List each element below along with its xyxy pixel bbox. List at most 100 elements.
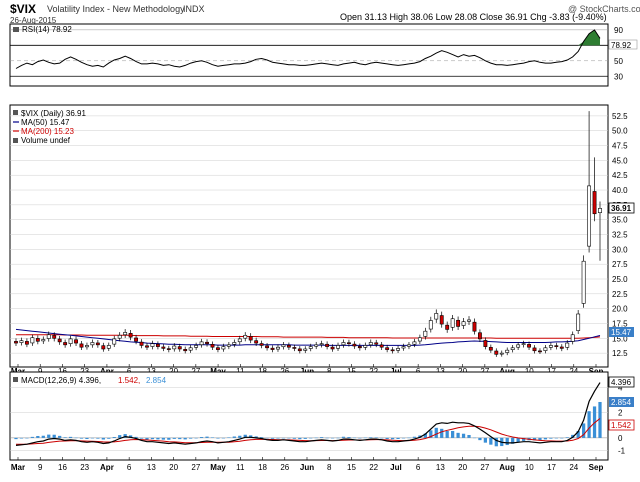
histogram-bar [303,437,307,439]
candle-body [445,324,450,330]
candle-body [336,345,340,349]
rsi-tick-label: 30 [614,72,623,81]
candle-body [494,350,499,355]
candle-body [106,345,111,349]
x-tick-label: Jun [300,463,314,472]
histogram-bar [587,411,591,438]
x-tick-label: 22 [369,463,378,472]
histogram-bar [451,430,455,438]
macd-tick-label: 2 [618,409,623,418]
histogram-bar [210,437,215,438]
histogram-bar [221,437,226,439]
histogram-bar [560,437,564,439]
macd-panel-frame [9,371,609,461]
candle-body [248,335,253,341]
candle-body [150,343,155,347]
histogram-bar [472,437,477,439]
candle-body [199,341,204,346]
histogram-bar [407,437,411,439]
histogram-bar [385,437,389,440]
price-tick-label: 15.0 [612,334,628,343]
candle-body [308,346,313,349]
x-tick-label: 27 [191,463,200,472]
histogram-bar [532,437,537,441]
histogram-bar [320,437,324,438]
quote-summary: Open 31.13 High 38.06 Low 28.08 Close 36… [340,12,607,22]
candle-body [559,346,564,349]
candle-body [352,343,357,347]
candle-body [210,344,215,348]
chart-header: $VIX Volatility Index - New Methodology … [10,2,640,25]
macd-legend-hist: 2.854 [146,376,167,385]
ma50-value-label: 15.47 [611,328,632,337]
candle-body [297,348,302,352]
candle-body [216,347,220,350]
histogram-bar [489,437,493,445]
histogram-bar [19,437,24,439]
candle-body [265,345,269,349]
histogram-bar [390,437,395,440]
histogram-bar [101,437,105,440]
x-tick-label: 20 [458,463,467,472]
macd-legend-signal: 1.542, [118,376,140,385]
histogram-bar [347,436,351,438]
histogram-bar [30,436,34,438]
histogram-bar [270,437,275,439]
x-tick-label: 13 [147,463,156,472]
histogram-bar [352,437,357,439]
candle-body [145,345,149,348]
histogram-bar [139,437,144,439]
candle-body [286,345,291,348]
candle-body [101,345,106,350]
x-tick-label: 16 [58,463,67,472]
chart-date: 26-Aug-2015 [10,16,57,25]
candle-body [232,342,237,345]
candle-body [538,350,542,353]
x-tick-label: 15 [347,463,356,472]
rsi-panel-frame [9,23,609,87]
candle-body [259,343,264,346]
price-tick-label: 25.0 [612,275,628,284]
histogram-bar [205,436,209,438]
candle-body [79,343,84,348]
candle-body [576,313,581,331]
histogram-bar [216,437,220,439]
candle-body [363,345,368,348]
x-tick-label: 26 [280,463,289,472]
candle-body [379,344,384,348]
ma200-legend: MA(200) 15.23 [21,127,74,136]
candle-body [499,352,504,355]
histogram-bar [259,437,264,438]
histogram-bar [90,437,95,439]
histogram-bar [68,436,73,438]
x-tick-label: Aug [499,463,515,472]
histogram-bar [243,434,247,438]
candle-body [407,344,411,347]
candle-body [52,335,57,339]
price-tick-label: 27.5 [612,260,628,269]
rsi-line [15,29,601,69]
candle-body [456,319,461,327]
x-tick-label: 23 [80,463,89,472]
candle-body [188,347,193,351]
histogram-bar [538,437,542,441]
histogram-bar [276,437,280,439]
x-tick-label: 17 [547,463,556,472]
rsi-tick-label: 50 [614,57,623,66]
histogram-bar [118,435,122,438]
candle-body [439,315,444,325]
x-tick-label: Sep [589,463,604,472]
candle-body [347,342,351,344]
histogram-bar [128,435,133,438]
x-tick-label: 24 [569,463,578,472]
histogram-bar [505,437,509,446]
histogram-bar [369,437,373,438]
rsi-legend-swatch [13,27,19,32]
histogram-bar [194,437,198,439]
candle-body [139,341,144,346]
x-tick-label: May [210,463,226,472]
histogram-bar [478,437,482,441]
price-tick-label: 40.0 [612,186,628,195]
